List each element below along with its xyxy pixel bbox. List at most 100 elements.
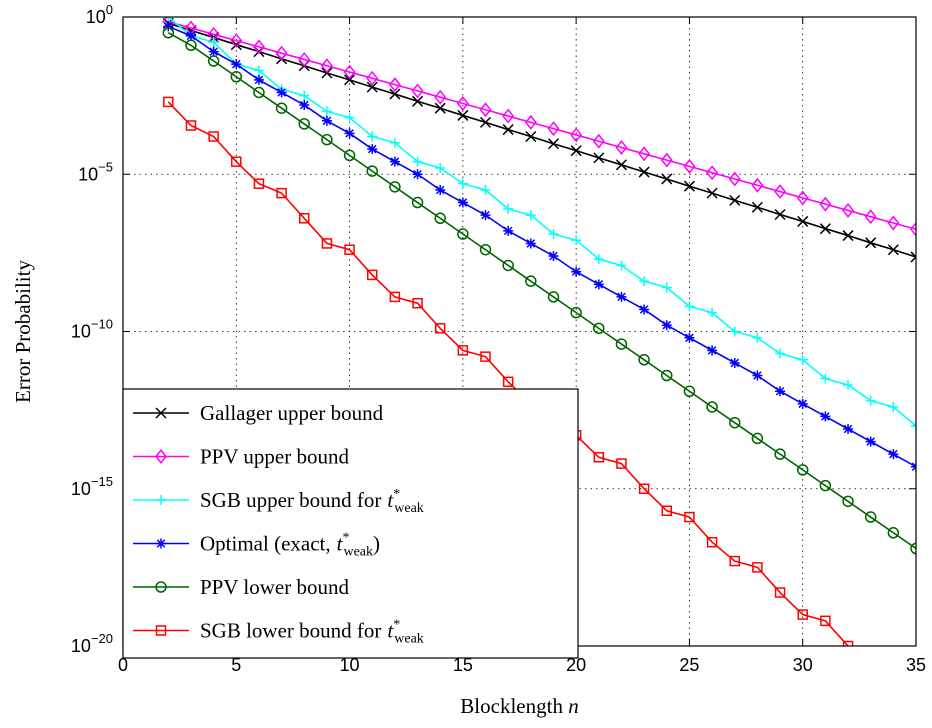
series-1 (162, 17, 916, 237)
legend-entry: Optimal (exact, t* weak) (133, 531, 380, 560)
y-tick-exp: −10 (91, 317, 113, 332)
data-point (412, 169, 423, 180)
data-point (864, 511, 877, 523)
data-point (163, 21, 174, 32)
data-point (889, 667, 898, 676)
data-point (457, 178, 468, 189)
data-point (253, 86, 265, 99)
data-point (367, 144, 378, 155)
data-point (706, 401, 718, 413)
data-point (367, 131, 378, 142)
data-point (299, 213, 310, 224)
data-point (684, 301, 695, 312)
data-point (751, 432, 764, 445)
legend-label-sub: weak (394, 632, 424, 647)
data-point (774, 184, 787, 199)
data-point (842, 202, 854, 218)
x-axis-label-var: n (568, 694, 579, 718)
legend-marker (155, 407, 167, 419)
legend-entry: Gallager upper bound (133, 401, 384, 425)
x-tick-label: 10 (340, 655, 360, 675)
series-line (167, 17, 916, 427)
data-point (615, 140, 628, 155)
data-point (434, 212, 446, 225)
legend-entry: SGB lower bound for t* weak (133, 618, 424, 647)
legend-label-main: PPV upper bound (200, 445, 349, 469)
data-point (887, 215, 900, 231)
data-point (707, 345, 718, 356)
data-point (344, 74, 356, 86)
data-point (366, 81, 378, 93)
data-point (298, 52, 311, 67)
data-point (412, 95, 424, 107)
y-tick-base: 10 (71, 322, 91, 342)
data-point (502, 108, 515, 124)
data-point (389, 88, 401, 100)
data-point (547, 138, 560, 150)
data-point (275, 102, 288, 114)
data-point (208, 46, 219, 57)
legend-marker (155, 449, 167, 464)
legend-label: Optimal (exact, t* weak) (200, 531, 380, 560)
data-point (616, 458, 627, 469)
data-point (729, 555, 740, 567)
data-point (593, 452, 605, 463)
data-point (820, 373, 831, 384)
data-point (661, 282, 672, 293)
data-point (298, 118, 311, 130)
y-tick-exp: −15 (91, 474, 113, 489)
data-point (389, 137, 400, 148)
data-point (185, 39, 197, 52)
data-point (729, 326, 740, 337)
x-tick-label: 15 (453, 655, 473, 675)
data-point (524, 114, 537, 130)
data-point (525, 238, 536, 249)
data-point (525, 210, 536, 221)
data-point (321, 115, 332, 126)
data-point (865, 395, 876, 406)
data-point (456, 96, 469, 111)
y-tick-base: 10 (71, 479, 91, 499)
data-point (343, 149, 356, 162)
legend-label-main: SGB lower bound for (200, 619, 381, 643)
legend-entry: SGB upper bound for t* weak (133, 487, 424, 516)
y-tick-exp: −5 (98, 159, 113, 174)
legend-label-sup: * (393, 487, 400, 502)
data-point (728, 171, 741, 187)
data-point (866, 660, 875, 669)
data-point (548, 251, 559, 262)
data-point (797, 215, 809, 227)
data-point (843, 423, 854, 434)
legend-entry: PPV upper bound (133, 445, 349, 469)
legend-label-main: Gallager upper bound (200, 401, 384, 425)
data-point (344, 112, 355, 123)
data-point (819, 196, 832, 212)
data-point (321, 133, 333, 146)
series-line (168, 25, 916, 468)
data-point (253, 178, 265, 189)
data-point (275, 45, 288, 61)
data-point (751, 201, 763, 213)
data-point (525, 275, 537, 287)
x-tick-label: 0 (118, 655, 128, 675)
data-point (502, 376, 514, 388)
data-point (706, 536, 718, 548)
data-point (661, 320, 672, 331)
data-point (683, 180, 695, 192)
data-point (616, 260, 627, 271)
data-point (503, 225, 514, 236)
data-point (638, 166, 650, 178)
y-tick-label: 10−20 (71, 631, 113, 656)
data-point (706, 165, 719, 181)
data-point (639, 276, 650, 287)
data-point (435, 184, 446, 195)
data-point (819, 223, 831, 235)
data-point (503, 203, 514, 214)
x-tick-label: 5 (231, 655, 241, 675)
data-point (185, 120, 197, 131)
data-point (616, 291, 627, 302)
data-point (910, 251, 916, 263)
y-tick-exp: 0 (106, 2, 113, 17)
data-point (435, 162, 446, 173)
legend-box (122, 388, 579, 659)
